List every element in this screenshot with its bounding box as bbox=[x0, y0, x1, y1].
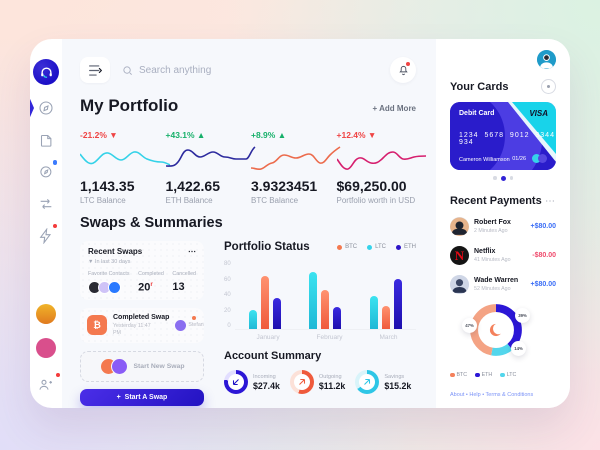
svg-text:₿: ₿ bbox=[93, 320, 101, 330]
